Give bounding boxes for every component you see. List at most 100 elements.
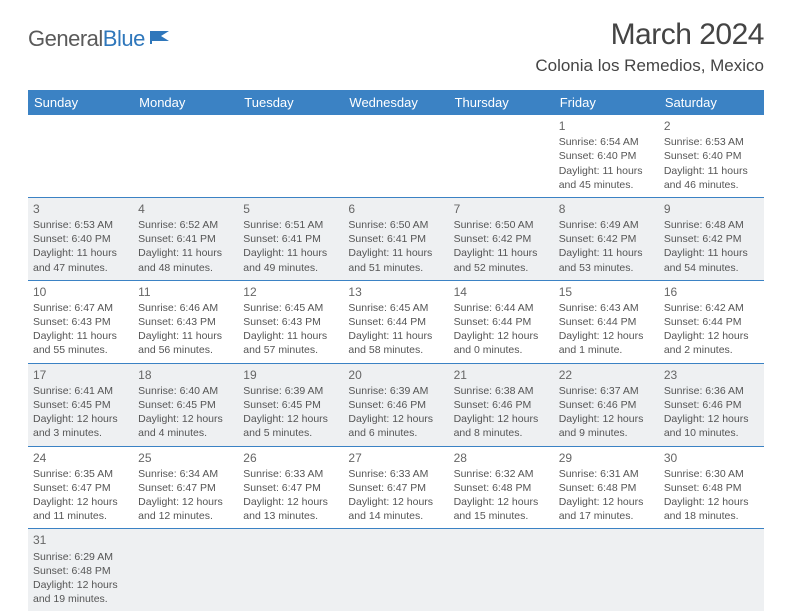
calendar-cell: 23Sunrise: 6:36 AMSunset: 6:46 PMDayligh…	[659, 363, 764, 446]
cell-sr: Sunrise: 6:38 AM	[454, 384, 549, 398]
day-number: 20	[348, 367, 443, 383]
calendar-cell: 30Sunrise: 6:30 AMSunset: 6:48 PMDayligh…	[659, 446, 764, 529]
cell-d1: Daylight: 11 hours	[348, 246, 443, 260]
day-number: 6	[348, 201, 443, 217]
cell-d2: and 15 minutes.	[454, 509, 549, 523]
calendar-cell: 10Sunrise: 6:47 AMSunset: 6:43 PMDayligh…	[28, 280, 133, 363]
cell-sr: Sunrise: 6:29 AM	[33, 550, 128, 564]
cell-ss: Sunset: 6:46 PM	[454, 398, 549, 412]
calendar-cell: 12Sunrise: 6:45 AMSunset: 6:43 PMDayligh…	[238, 280, 343, 363]
calendar-header-row: SundayMondayTuesdayWednesdayThursdayFrid…	[28, 90, 764, 115]
cell-ss: Sunset: 6:47 PM	[348, 481, 443, 495]
day-number: 28	[454, 450, 549, 466]
day-number: 21	[454, 367, 549, 383]
calendar-cell: 27Sunrise: 6:33 AMSunset: 6:47 PMDayligh…	[343, 446, 448, 529]
cell-ss: Sunset: 6:48 PM	[33, 564, 128, 578]
day-number: 25	[138, 450, 233, 466]
cell-ss: Sunset: 6:46 PM	[559, 398, 654, 412]
cell-ss: Sunset: 6:40 PM	[33, 232, 128, 246]
cell-d2: and 1 minute.	[559, 343, 654, 357]
day-number: 14	[454, 284, 549, 300]
cell-sr: Sunrise: 6:37 AM	[559, 384, 654, 398]
calendar-cell	[449, 115, 554, 197]
day-number: 1	[559, 118, 654, 134]
day-number: 30	[664, 450, 759, 466]
cell-d2: and 47 minutes.	[33, 261, 128, 275]
cell-sr: Sunrise: 6:50 AM	[348, 218, 443, 232]
cell-ss: Sunset: 6:47 PM	[138, 481, 233, 495]
cell-sr: Sunrise: 6:53 AM	[664, 135, 759, 149]
cell-ss: Sunset: 6:41 PM	[138, 232, 233, 246]
cell-d2: and 52 minutes.	[454, 261, 549, 275]
calendar-cell: 24Sunrise: 6:35 AMSunset: 6:47 PMDayligh…	[28, 446, 133, 529]
cell-d1: Daylight: 12 hours	[454, 329, 549, 343]
cell-sr: Sunrise: 6:34 AM	[138, 467, 233, 481]
cell-d2: and 9 minutes.	[559, 426, 654, 440]
calendar-cell: 1Sunrise: 6:54 AMSunset: 6:40 PMDaylight…	[554, 115, 659, 197]
day-number: 24	[33, 450, 128, 466]
cell-d2: and 5 minutes.	[243, 426, 338, 440]
calendar-cell: 25Sunrise: 6:34 AMSunset: 6:47 PMDayligh…	[133, 446, 238, 529]
cell-sr: Sunrise: 6:48 AM	[664, 218, 759, 232]
calendar-cell: 20Sunrise: 6:39 AMSunset: 6:46 PMDayligh…	[343, 363, 448, 446]
cell-d2: and 54 minutes.	[664, 261, 759, 275]
cell-d2: and 4 minutes.	[138, 426, 233, 440]
calendar-week: 17Sunrise: 6:41 AMSunset: 6:45 PMDayligh…	[28, 363, 764, 446]
cell-ss: Sunset: 6:43 PM	[33, 315, 128, 329]
calendar-week: 10Sunrise: 6:47 AMSunset: 6:43 PMDayligh…	[28, 280, 764, 363]
cell-sr: Sunrise: 6:47 AM	[33, 301, 128, 315]
day-number: 9	[664, 201, 759, 217]
calendar: SundayMondayTuesdayWednesdayThursdayFrid…	[28, 90, 764, 611]
day-number: 16	[664, 284, 759, 300]
calendar-cell: 9Sunrise: 6:48 AMSunset: 6:42 PMDaylight…	[659, 197, 764, 280]
cell-d1: Daylight: 12 hours	[138, 412, 233, 426]
calendar-cell: 6Sunrise: 6:50 AMSunset: 6:41 PMDaylight…	[343, 197, 448, 280]
cell-ss: Sunset: 6:40 PM	[559, 149, 654, 163]
cell-d2: and 19 minutes.	[33, 592, 128, 606]
calendar-week: 24Sunrise: 6:35 AMSunset: 6:47 PMDayligh…	[28, 446, 764, 529]
day-number: 26	[243, 450, 338, 466]
calendar-week: 1Sunrise: 6:54 AMSunset: 6:40 PMDaylight…	[28, 115, 764, 197]
cell-sr: Sunrise: 6:54 AM	[559, 135, 654, 149]
cell-d2: and 17 minutes.	[559, 509, 654, 523]
day-number: 2	[664, 118, 759, 134]
calendar-cell	[238, 115, 343, 197]
day-number: 19	[243, 367, 338, 383]
day-number: 12	[243, 284, 338, 300]
calendar-cell: 22Sunrise: 6:37 AMSunset: 6:46 PMDayligh…	[554, 363, 659, 446]
cell-ss: Sunset: 6:45 PM	[33, 398, 128, 412]
cell-d2: and 6 minutes.	[348, 426, 443, 440]
calendar-cell: 26Sunrise: 6:33 AMSunset: 6:47 PMDayligh…	[238, 446, 343, 529]
calendar-cell	[554, 529, 659, 611]
cell-ss: Sunset: 6:41 PM	[243, 232, 338, 246]
day-number: 22	[559, 367, 654, 383]
day-header: Wednesday	[343, 90, 448, 115]
cell-d1: Daylight: 11 hours	[33, 246, 128, 260]
cell-d2: and 0 minutes.	[454, 343, 549, 357]
calendar-body: 1Sunrise: 6:54 AMSunset: 6:40 PMDaylight…	[28, 115, 764, 611]
cell-d2: and 18 minutes.	[664, 509, 759, 523]
day-header: Monday	[133, 90, 238, 115]
cell-ss: Sunset: 6:44 PM	[664, 315, 759, 329]
calendar-cell: 17Sunrise: 6:41 AMSunset: 6:45 PMDayligh…	[28, 363, 133, 446]
calendar-cell	[343, 115, 448, 197]
cell-d1: Daylight: 11 hours	[454, 246, 549, 260]
cell-sr: Sunrise: 6:32 AM	[454, 467, 549, 481]
cell-d2: and 57 minutes.	[243, 343, 338, 357]
cell-ss: Sunset: 6:43 PM	[138, 315, 233, 329]
calendar-cell	[28, 115, 133, 197]
cell-ss: Sunset: 6:45 PM	[243, 398, 338, 412]
calendar-cell: 16Sunrise: 6:42 AMSunset: 6:44 PMDayligh…	[659, 280, 764, 363]
cell-d2: and 46 minutes.	[664, 178, 759, 192]
cell-sr: Sunrise: 6:42 AM	[664, 301, 759, 315]
calendar-cell: 7Sunrise: 6:50 AMSunset: 6:42 PMDaylight…	[449, 197, 554, 280]
cell-ss: Sunset: 6:44 PM	[454, 315, 549, 329]
day-number: 18	[138, 367, 233, 383]
cell-d1: Daylight: 12 hours	[33, 578, 128, 592]
cell-sr: Sunrise: 6:43 AM	[559, 301, 654, 315]
cell-ss: Sunset: 6:46 PM	[348, 398, 443, 412]
calendar-cell: 29Sunrise: 6:31 AMSunset: 6:48 PMDayligh…	[554, 446, 659, 529]
cell-d1: Daylight: 11 hours	[243, 329, 338, 343]
cell-sr: Sunrise: 6:53 AM	[33, 218, 128, 232]
cell-ss: Sunset: 6:48 PM	[559, 481, 654, 495]
